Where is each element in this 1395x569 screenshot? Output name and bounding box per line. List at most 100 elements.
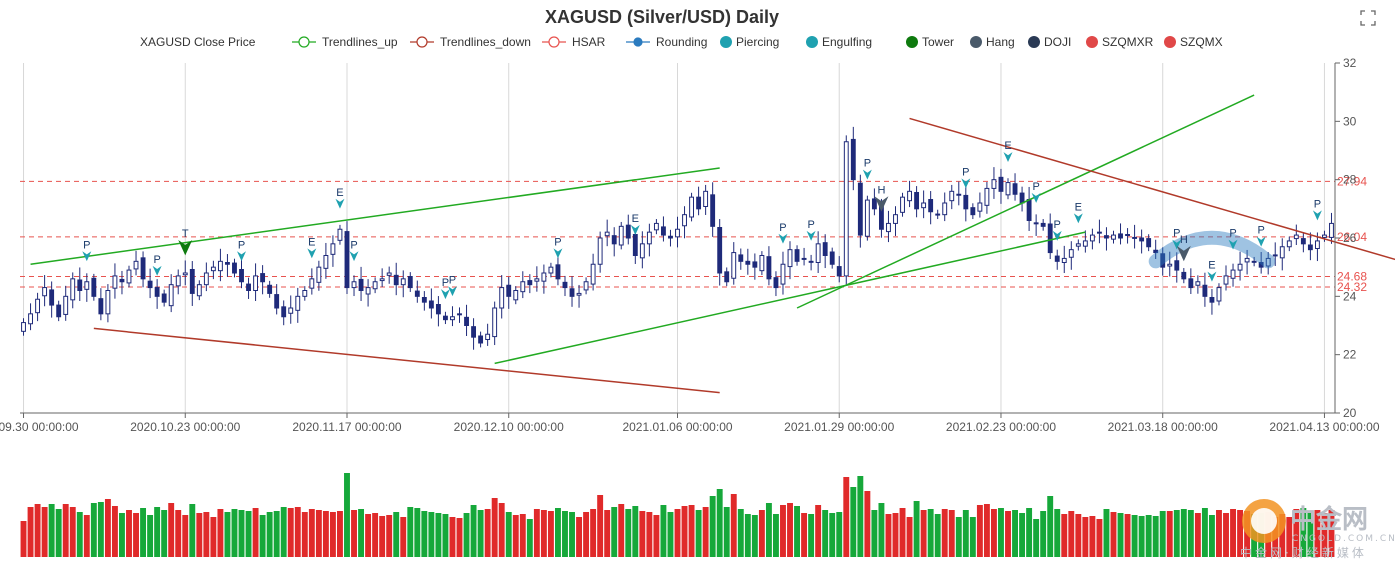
candle-down: [696, 196, 702, 210]
volume-bar: [885, 514, 892, 557]
candle-up: [70, 278, 76, 301]
y-tick-label: 22: [1343, 348, 1357, 362]
volume-bar: [1089, 516, 1096, 557]
candle-up: [1237, 263, 1243, 271]
volume-bar: [660, 505, 667, 557]
x-tick-label: 2020.12.10 00:00:00: [454, 420, 564, 434]
volume-bar: [470, 505, 477, 557]
pattern-marker-label: E: [1004, 140, 1011, 152]
legend-engulfing-swatch: [806, 36, 818, 48]
candle-up: [886, 222, 891, 233]
volume-bar: [344, 473, 350, 557]
hsar-label: 24.32: [1337, 280, 1367, 294]
candle-up: [175, 275, 181, 287]
candle-down: [407, 276, 413, 289]
x-tick-label: 2021.03.18 00:00:00: [1108, 420, 1218, 434]
candle-up: [1314, 240, 1320, 250]
candle-down: [1181, 271, 1187, 280]
legend-szqmxr-swatch: [1086, 36, 1098, 48]
x-tick-label: 2021.01.06 00:00:00: [622, 420, 732, 434]
candle-down: [794, 249, 800, 262]
candle-down: [1209, 297, 1215, 303]
volume-bar: [1201, 508, 1208, 557]
x-tick-label: 2020.10.23 00:00:00: [130, 420, 240, 434]
candle-down: [1132, 236, 1138, 239]
volume-bar: [850, 487, 857, 557]
volume-bar: [1005, 511, 1011, 557]
candle-up: [541, 272, 547, 282]
candle-down: [77, 279, 83, 291]
volume-bar: [147, 515, 154, 557]
volume-bar: [569, 512, 575, 557]
candle-down: [1258, 262, 1264, 268]
volume-bar: [119, 513, 125, 557]
pattern-marker-label: P: [1032, 181, 1039, 193]
candle-up: [1230, 269, 1236, 279]
pattern-marker-label: P: [1229, 228, 1236, 240]
volume-bar: [161, 510, 168, 557]
candle-up: [330, 243, 336, 255]
candle-down: [710, 194, 716, 227]
candle-up: [787, 249, 793, 268]
volume-bar: [442, 514, 449, 557]
volume-bar: [653, 515, 660, 557]
volume-bar: [1117, 513, 1124, 557]
candle-down: [443, 315, 448, 321]
candle-up: [365, 287, 371, 295]
candle-down: [428, 300, 434, 309]
candle-down: [344, 231, 350, 289]
pattern-marker-label: E: [1208, 260, 1215, 272]
watermark-domain: CNGOLD.COM.CN: [1292, 534, 1395, 544]
volume-bar: [913, 501, 920, 557]
volume-bar: [386, 515, 393, 557]
candle-up: [105, 290, 111, 315]
candle-down: [1160, 253, 1166, 268]
pattern-marker-label: P: [238, 239, 245, 251]
pattern-marker-label: P: [554, 236, 561, 248]
legend-rounding-label: Rounding: [656, 35, 707, 49]
legend-tower-label: Tower: [922, 35, 954, 49]
pattern-markers: PPTPEEPPPPEPPPHPEPPEPHEPPPE: [82, 0, 1384, 300]
volume-bar: [519, 514, 526, 557]
candle-down: [970, 207, 976, 216]
candle-down: [1125, 234, 1130, 236]
pattern-marker-arrow: [1073, 213, 1083, 224]
candle-up: [1089, 234, 1095, 242]
volume-bar: [815, 505, 822, 557]
pattern-marker-label: E: [336, 187, 343, 199]
pattern-marker-label: H: [877, 184, 885, 196]
legend-piercing-label: Piercing: [736, 35, 779, 49]
candle-up: [604, 231, 610, 237]
volume-bar: [1061, 514, 1068, 557]
volume-bar: [90, 503, 97, 557]
volume-bar: [1040, 511, 1047, 557]
volume-bar: [245, 511, 252, 557]
candle-down: [668, 235, 673, 239]
volume-bar: [1166, 511, 1173, 557]
volume-bar: [744, 514, 751, 557]
candle-down: [562, 281, 568, 289]
candle-down: [1272, 254, 1278, 257]
candle-up: [1111, 234, 1116, 240]
volume-bar: [962, 510, 969, 557]
candle-up: [520, 281, 526, 293]
fullscreen-icon[interactable]: [1360, 10, 1376, 26]
candle-up: [1195, 281, 1201, 286]
pattern-marker-arrow: [1031, 192, 1041, 203]
hsar-label: 24.68: [1337, 270, 1367, 284]
volume-bar: [990, 509, 997, 557]
candle-up: [1223, 275, 1229, 285]
pattern-marker-arrow: [152, 265, 162, 276]
candle-up: [682, 214, 687, 227]
volume-bar: [484, 509, 491, 557]
pattern-marker-arrow: [447, 286, 457, 297]
volume-bar: [182, 515, 189, 557]
volume-bar: [787, 503, 793, 557]
legend-piercing-swatch: [720, 36, 732, 48]
pattern-marker-label: P: [962, 166, 969, 178]
y-tick-label: 20: [1343, 406, 1357, 420]
volume-bar: [1075, 514, 1082, 557]
candle-up: [780, 263, 786, 285]
x-tick-label: 2020.11.17 00:00:00: [292, 420, 402, 434]
